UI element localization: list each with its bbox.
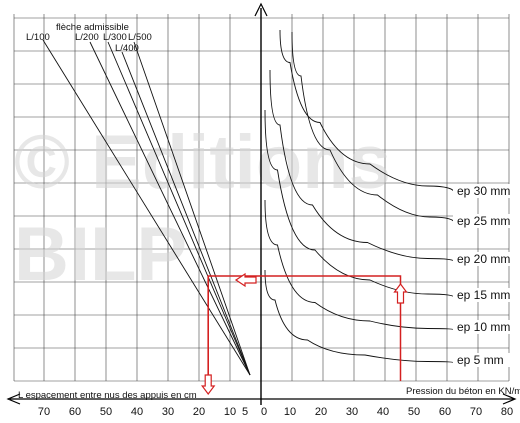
thickness-curve bbox=[269, 69, 456, 263]
left-axis-label: L espacement entre nus des appuis en cm bbox=[18, 390, 197, 401]
right-tick-label: 30 bbox=[346, 406, 358, 418]
thickness-curves: ep 30 mm ep 25 mm ep 20 mm ep 15 mm ep 10 mm… bbox=[264, 29, 513, 367]
thickness-label: ep 25 mm bbox=[457, 214, 510, 228]
arrow-up-icon bbox=[393, 283, 408, 304]
curve-label-bg bbox=[453, 288, 513, 302]
axis-arrow-right bbox=[502, 393, 517, 405]
watermark-line1: © Editions bbox=[14, 120, 391, 205]
thickness-label: ep 5 mm bbox=[457, 353, 504, 367]
left-tick-label: 20 bbox=[193, 406, 205, 418]
curve-label-bg bbox=[453, 252, 513, 266]
deflection-label: L/300 bbox=[103, 32, 127, 43]
right-tick-label: 0 bbox=[261, 406, 267, 418]
thickness-curve bbox=[279, 29, 456, 195]
deflection-line bbox=[89, 41, 251, 376]
example-path bbox=[201, 272, 408, 395]
right-tick-label: 70 bbox=[470, 406, 482, 418]
deflection-label: L/500 bbox=[128, 32, 152, 43]
curve-label-bg bbox=[453, 320, 513, 334]
left-tick-label: 70 bbox=[38, 406, 50, 418]
curve-label-bg bbox=[453, 184, 513, 198]
deflection-label: L/100 bbox=[26, 32, 50, 43]
left-tick-label: 40 bbox=[131, 406, 143, 418]
right-tick-label: 40 bbox=[377, 406, 389, 418]
deflection-header: flèche admissible bbox=[56, 22, 129, 33]
right-tick-label: 80 bbox=[501, 406, 513, 418]
arrow-down-icon bbox=[201, 374, 216, 395]
axis-arrow-up bbox=[254, 2, 268, 17]
left-tick-label: 10 bbox=[224, 406, 236, 418]
thickness-curve bbox=[291, 31, 456, 225]
left-tick-label: 5 bbox=[242, 406, 248, 418]
thickness-curve bbox=[264, 269, 456, 364]
right-tick-label: 60 bbox=[439, 406, 451, 418]
watermark-line2: BILP bbox=[14, 212, 187, 297]
right-tick-label: 10 bbox=[284, 406, 296, 418]
deflection-line bbox=[133, 41, 251, 376]
deflection-line bbox=[107, 41, 251, 376]
deflection-label: L/200 bbox=[75, 32, 99, 43]
left-tick-label: 50 bbox=[100, 406, 112, 418]
arrow-left-icon bbox=[234, 272, 257, 288]
deflection-line bbox=[121, 51, 251, 376]
curve-label-bg bbox=[453, 353, 513, 367]
tick-labels: 70 60 50 40 30 20 10 5 0 10 20 30 40 50 60 70 80 bbox=[38, 406, 513, 418]
watermark: © Editions BILP bbox=[14, 120, 391, 297]
thickness-label: ep 30 mm bbox=[457, 184, 510, 198]
thickness-label: ep 10 mm bbox=[457, 320, 510, 334]
thickness-label: ep 15 mm bbox=[457, 288, 510, 302]
example-guide-line bbox=[207, 275, 402, 381]
chart-axes bbox=[6, 2, 517, 405]
curve-label-bg bbox=[453, 214, 513, 228]
deflection-line bbox=[42, 39, 251, 376]
left-tick-label: 30 bbox=[162, 406, 174, 418]
axis-arrow-left bbox=[6, 393, 21, 405]
axis-labels: L espacement entre nus des appuis en cm … bbox=[18, 22, 520, 401]
deflection-label: L/400 bbox=[115, 43, 139, 54]
thickness-label: ep 20 mm bbox=[457, 252, 510, 266]
left-tick-label: 60 bbox=[69, 406, 81, 418]
right-axis-label: Pression du béton en KN/m2 bbox=[406, 386, 520, 397]
right-tick-label: 50 bbox=[408, 406, 420, 418]
thickness-curve bbox=[264, 109, 456, 299]
right-tick-label: 20 bbox=[315, 406, 327, 418]
thickness-curve bbox=[264, 199, 456, 331]
